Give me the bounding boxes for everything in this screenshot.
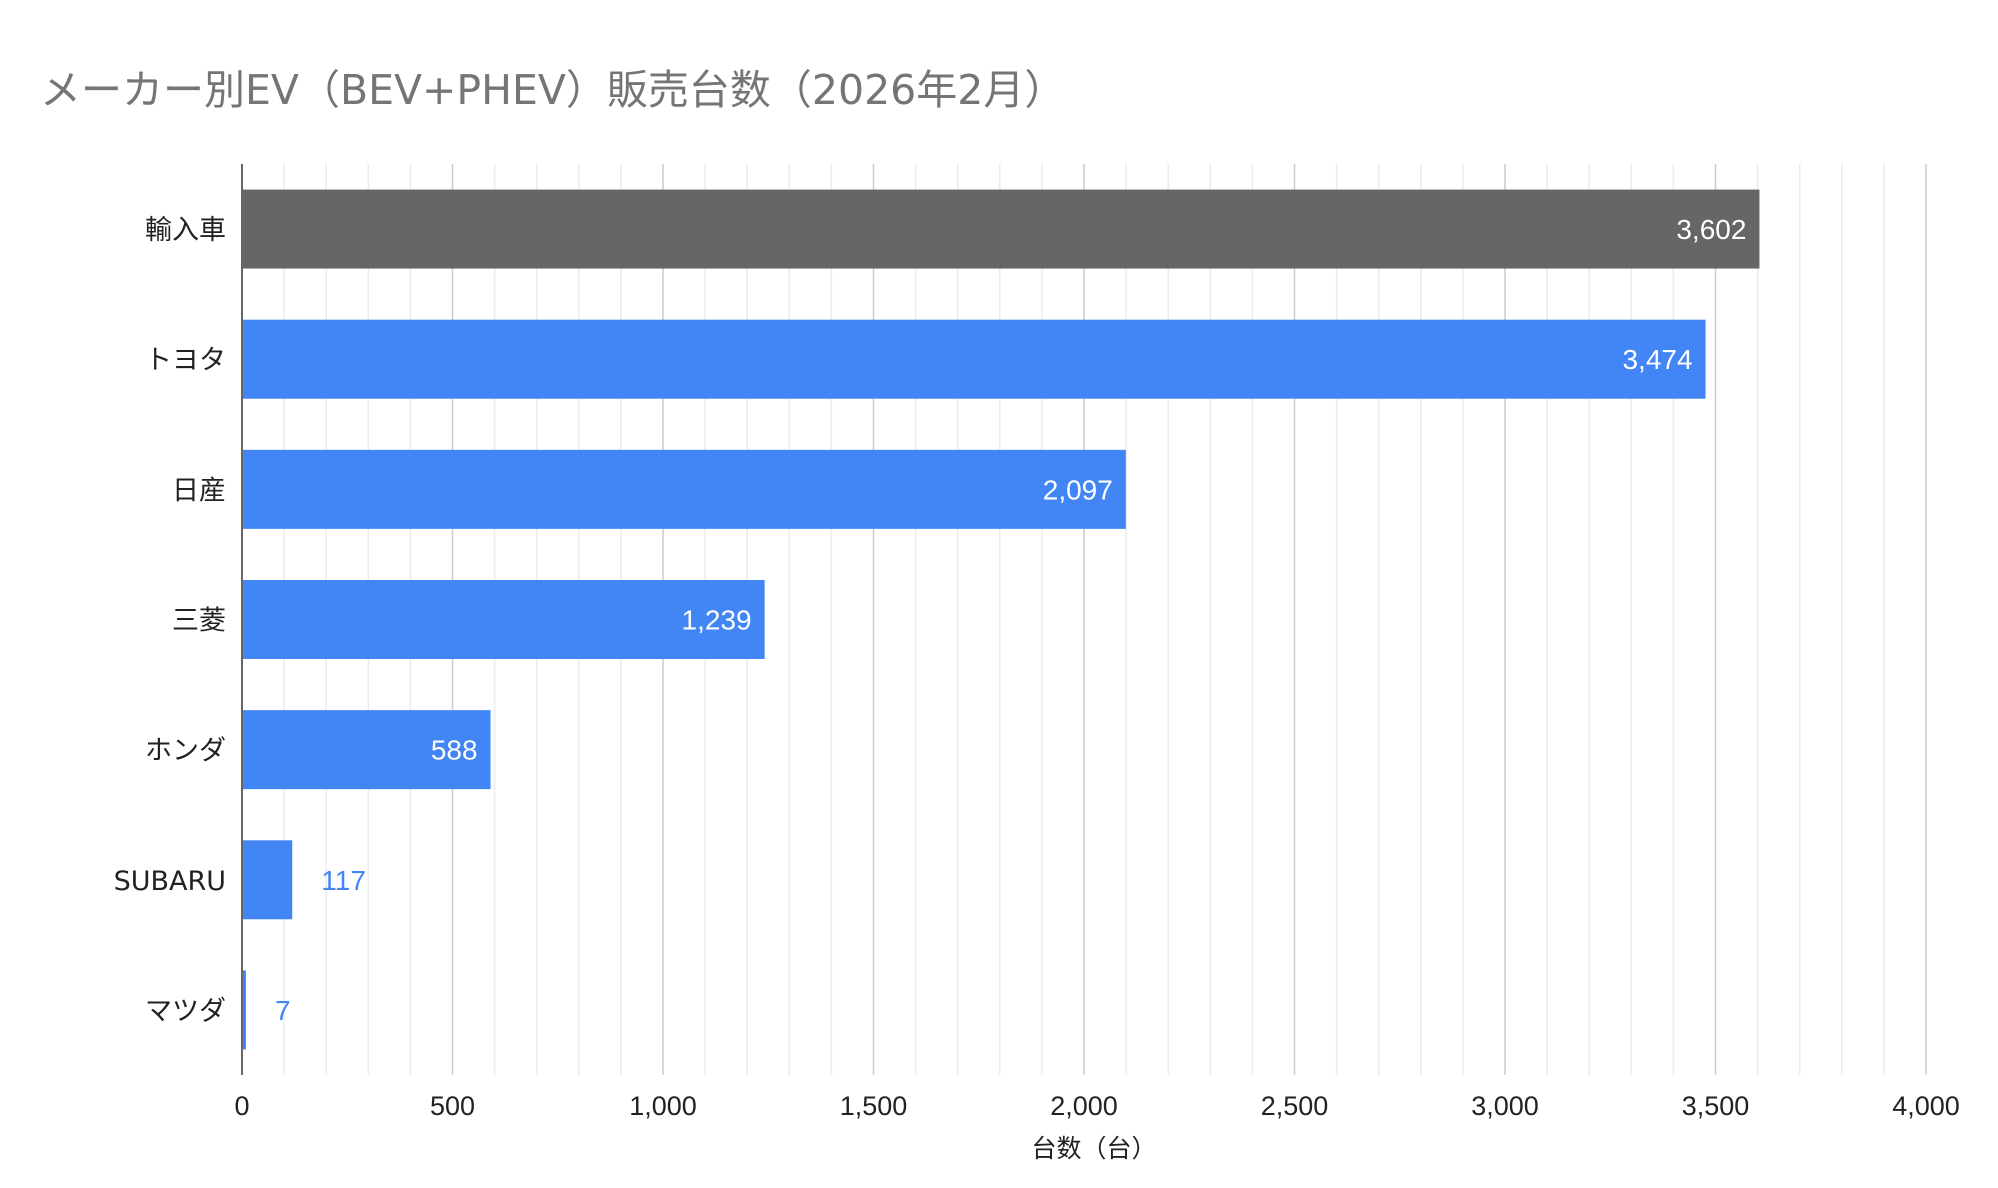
value-label: 2,097: [1043, 474, 1113, 505]
category-label: マツダ: [145, 996, 226, 1027]
value-label: 117: [321, 865, 366, 896]
x-tick-label: 0: [234, 1091, 249, 1121]
x-tick-labels: 0 500 1,000 1,500 2,000 2,500 3,000 3,500 4,000: [234, 1091, 1959, 1121]
x-tick-label: 1,000: [629, 1091, 697, 1121]
x-tick-label: 3,500: [1682, 1091, 1750, 1121]
x-tick-label: 4,000: [1892, 1091, 1960, 1121]
category-label: ホンダ: [145, 736, 226, 767]
x-tick-label: 500: [430, 1091, 475, 1121]
bars: [243, 189, 1760, 1050]
value-label: 588: [431, 735, 478, 766]
bar: [243, 580, 765, 659]
value-label: 7: [275, 995, 291, 1026]
value-label: 3,474: [1622, 344, 1692, 375]
x-tick-label: 2,000: [1050, 1091, 1118, 1121]
bar: [243, 449, 1126, 529]
bar: [243, 710, 491, 790]
chart-title: メーカー別EV（BEV+PHEV）販売台数（2026年2月）: [40, 66, 1066, 114]
category-label: トヨタ: [145, 345, 226, 376]
category-label: SUBARU: [114, 866, 226, 897]
value-label: 1,239: [682, 605, 752, 636]
value-labels: 3,602 3,474 2,097 1,239 588 117 7: [275, 214, 1746, 1026]
bar: [243, 970, 246, 1050]
x-tick-label: 2,500: [1261, 1091, 1329, 1121]
category-label: 輸入車: [145, 215, 226, 246]
value-label: 3,602: [1676, 214, 1746, 245]
x-axis-title: 台数（台）: [1031, 1134, 1156, 1163]
bar: [243, 840, 293, 920]
bar: [243, 319, 1706, 399]
x-tick-label: 3,000: [1471, 1091, 1539, 1121]
category-label: 三菱: [172, 606, 226, 637]
x-tick-label: 1,500: [840, 1091, 908, 1121]
category-label: 日産: [172, 475, 226, 506]
bar: [243, 189, 1760, 269]
